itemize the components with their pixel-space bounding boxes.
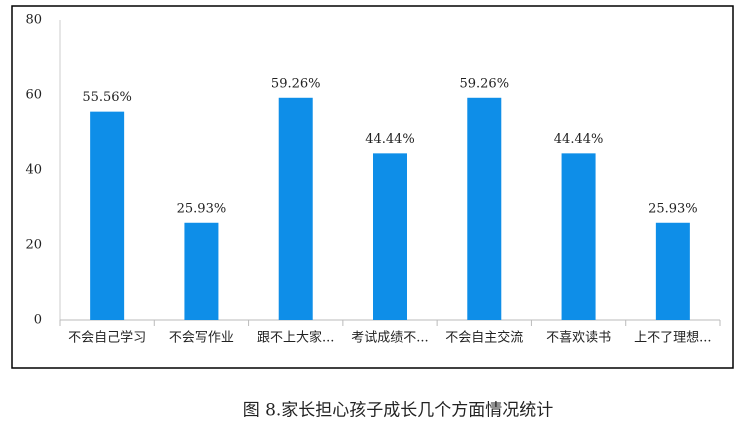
y-tick-label: 0 bbox=[34, 313, 42, 328]
y-tick-label: 80 bbox=[25, 13, 42, 28]
bar bbox=[90, 111, 125, 321]
bar bbox=[655, 222, 690, 320]
value-label: 44.44% bbox=[365, 132, 415, 147]
value-label: 59.26% bbox=[271, 76, 321, 91]
x-tick-label: 跟不上大家... bbox=[257, 330, 334, 346]
value-label: 55.56% bbox=[82, 90, 132, 105]
bar bbox=[467, 97, 502, 321]
value-label: 44.44% bbox=[554, 132, 604, 147]
y-tick-label: 60 bbox=[25, 88, 42, 103]
y-tick-label: 20 bbox=[25, 238, 42, 253]
y-tick-label: 40 bbox=[25, 163, 42, 178]
value-label: 25.93% bbox=[177, 201, 227, 216]
x-tick-label: 不会自主交流 bbox=[445, 330, 523, 346]
x-tick-label: 不会自己学习 bbox=[68, 330, 146, 346]
bar bbox=[561, 153, 596, 320]
chart-border bbox=[11, 5, 734, 369]
x-tick-label: 上不了理想... bbox=[634, 330, 711, 346]
bar bbox=[373, 153, 407, 320]
x-tick-label: 不会写作业 bbox=[169, 331, 234, 346]
bar bbox=[278, 97, 313, 321]
chart-caption: 图 8.家长担心孩子成长几个方面情况统计 bbox=[243, 401, 554, 421]
value-label: 25.93% bbox=[648, 201, 698, 216]
x-tick-label: 不喜欢读书 bbox=[546, 331, 611, 346]
x-tick-label: 考试成绩不... bbox=[351, 331, 428, 346]
bar bbox=[184, 222, 219, 320]
value-label: 59.26% bbox=[459, 76, 509, 91]
